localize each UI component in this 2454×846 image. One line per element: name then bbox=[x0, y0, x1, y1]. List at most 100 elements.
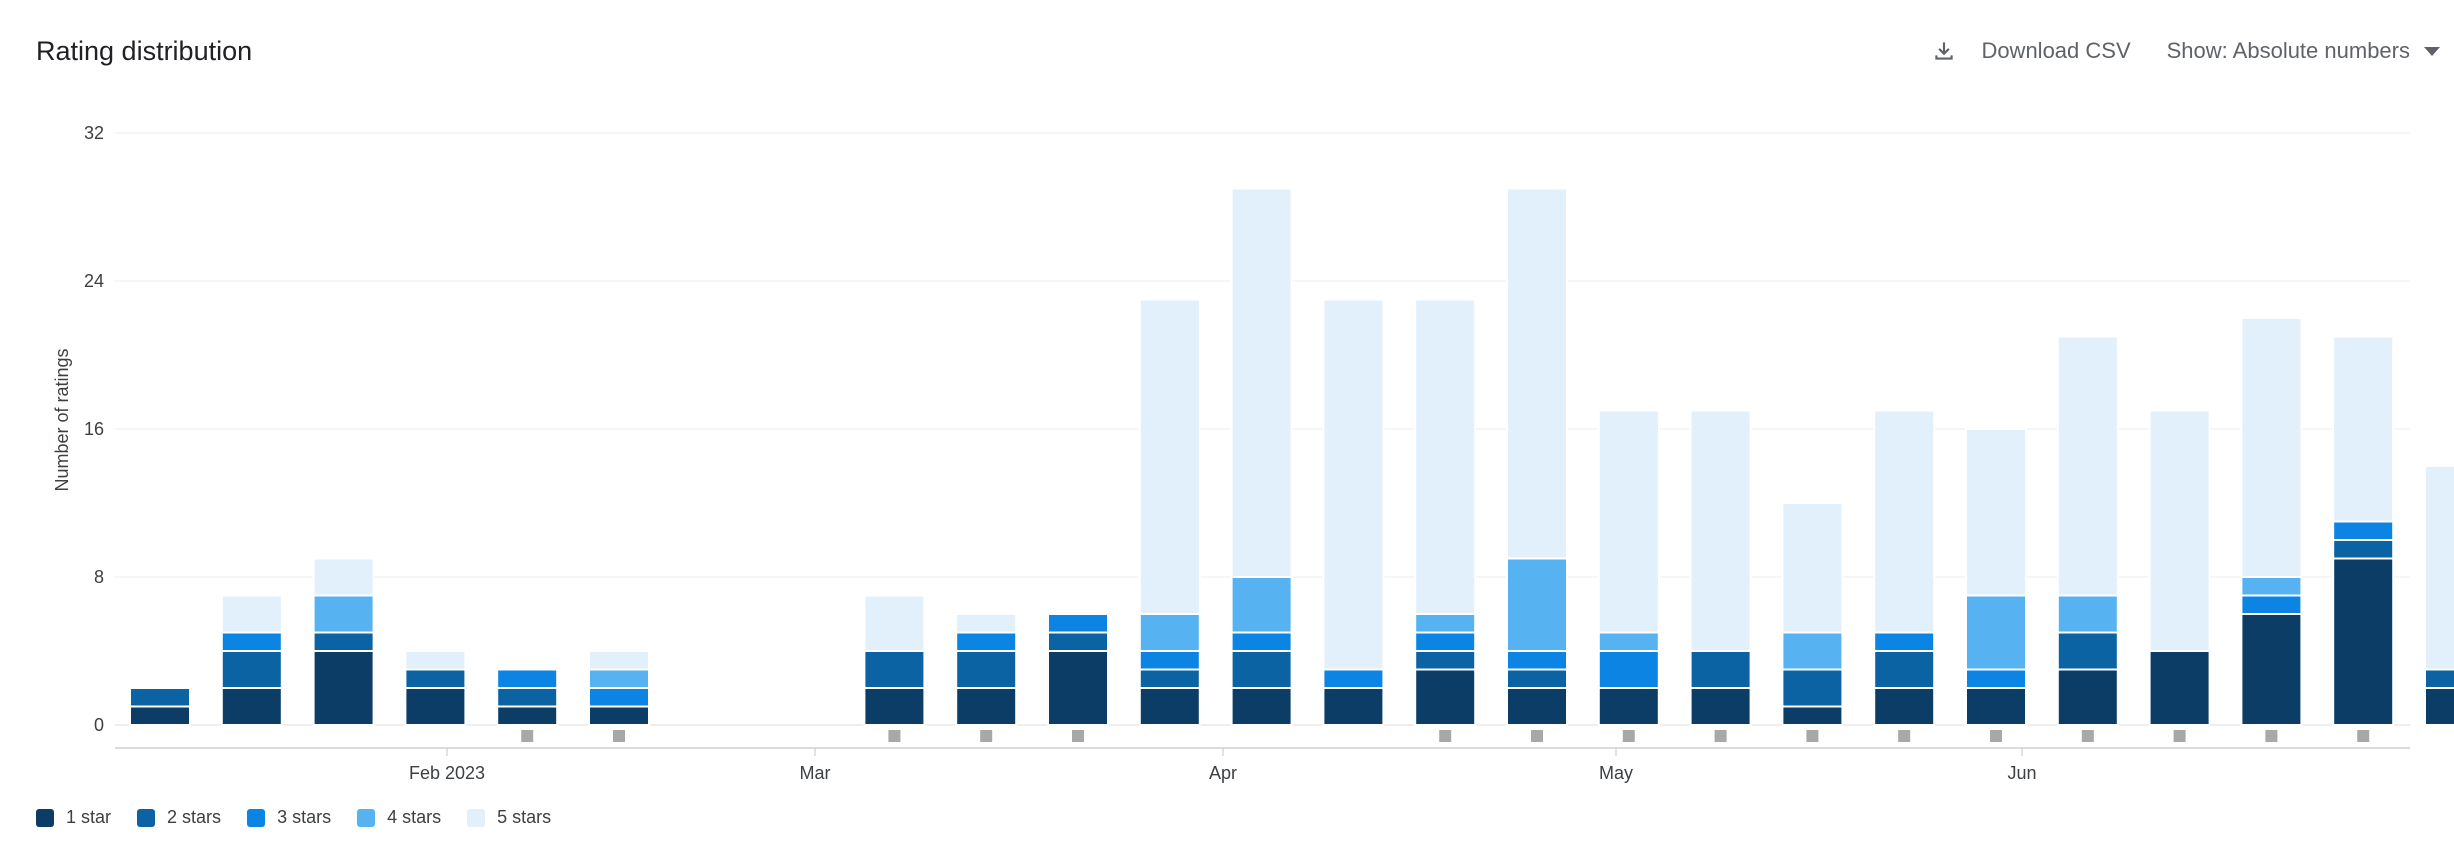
release-marker[interactable] bbox=[521, 730, 534, 742]
bar-segment[interactable] bbox=[1506, 187, 1568, 560]
legend-item-5-stars[interactable]: 5 stars bbox=[467, 807, 551, 828]
release-marker[interactable] bbox=[2173, 730, 2186, 742]
bar-segment[interactable] bbox=[1965, 687, 2027, 726]
bar-segment[interactable] bbox=[1230, 631, 1293, 652]
release-marker[interactable] bbox=[1990, 730, 2002, 742]
bar-segment[interactable] bbox=[863, 687, 926, 726]
bar-segment[interactable] bbox=[2332, 539, 2395, 560]
legend-item-4-stars[interactable]: 4 stars bbox=[357, 807, 441, 828]
bar-segment[interactable] bbox=[1781, 705, 1844, 726]
bar-segment[interactable] bbox=[312, 557, 375, 597]
bar-segment[interactable] bbox=[1138, 687, 1201, 726]
bar-segment[interactable] bbox=[1506, 687, 1568, 726]
legend-item-1-star[interactable]: 1 star bbox=[36, 807, 111, 828]
bar-segment[interactable] bbox=[1414, 298, 1477, 615]
bar-segment[interactable] bbox=[1873, 650, 1936, 689]
bar-segment[interactable] bbox=[588, 687, 650, 708]
bar-segment[interactable] bbox=[404, 668, 467, 689]
bar-segment[interactable] bbox=[1414, 650, 1477, 671]
bar-segment[interactable] bbox=[129, 687, 191, 708]
bar-segment[interactable] bbox=[1965, 594, 2027, 671]
release-marker[interactable] bbox=[1072, 730, 1084, 742]
show-mode-select[interactable]: Show: Absolute numbers bbox=[2167, 38, 2446, 64]
bar-segment[interactable] bbox=[1230, 650, 1293, 689]
bar-segment[interactable] bbox=[2240, 576, 2303, 597]
bar-segment[interactable] bbox=[1873, 409, 1936, 634]
bar-segment[interactable] bbox=[2332, 557, 2395, 726]
bar-segment[interactable] bbox=[404, 687, 467, 726]
bar-segment[interactable] bbox=[312, 631, 375, 652]
bar-segment[interactable] bbox=[1873, 631, 1936, 652]
bar-segment[interactable] bbox=[1689, 409, 1752, 652]
bar-segment[interactable] bbox=[955, 687, 1018, 726]
bar-segment[interactable] bbox=[1138, 650, 1201, 671]
bar-segment[interactable] bbox=[1689, 687, 1752, 726]
bar-segment[interactable] bbox=[129, 705, 191, 726]
bar-segment[interactable] bbox=[1781, 668, 1844, 708]
bar-segment[interactable] bbox=[220, 594, 283, 634]
bar-segment[interactable] bbox=[863, 650, 926, 689]
release-marker[interactable] bbox=[980, 730, 993, 742]
download-csv-button[interactable]: Download CSV bbox=[1931, 38, 2131, 64]
bar-segment[interactable] bbox=[1597, 650, 1660, 689]
bar-segment[interactable] bbox=[1506, 557, 1568, 652]
release-marker[interactable] bbox=[1714, 730, 1727, 742]
bar-segment[interactable] bbox=[496, 687, 559, 708]
bar-segment[interactable] bbox=[955, 631, 1018, 652]
bar-segment[interactable] bbox=[2240, 317, 2303, 578]
bar-segment[interactable] bbox=[1138, 613, 1201, 652]
bar-segment[interactable] bbox=[1138, 298, 1201, 615]
bar-segment[interactable] bbox=[2332, 520, 2395, 541]
bar-segment[interactable] bbox=[1965, 428, 2027, 597]
bar-segment[interactable] bbox=[2148, 650, 2211, 726]
bar-segment[interactable] bbox=[1230, 687, 1293, 726]
bar-segment[interactable] bbox=[1597, 409, 1660, 634]
release-marker[interactable] bbox=[613, 730, 625, 742]
release-marker[interactable] bbox=[1439, 730, 1452, 742]
bar-segment[interactable] bbox=[955, 613, 1018, 634]
bar-segment[interactable] bbox=[496, 668, 559, 689]
bar-segment[interactable] bbox=[1689, 650, 1752, 689]
bar-segment[interactable] bbox=[2148, 409, 2211, 652]
legend-item-3-stars[interactable]: 3 stars bbox=[247, 807, 331, 828]
bar-segment[interactable] bbox=[1322, 687, 1385, 726]
bar-segment[interactable] bbox=[496, 705, 559, 726]
bar-segment[interactable] bbox=[1230, 187, 1293, 578]
bar-segment[interactable] bbox=[2240, 594, 2303, 615]
bar-segment[interactable] bbox=[863, 594, 926, 652]
bar-segment[interactable] bbox=[404, 650, 467, 671]
release-marker[interactable] bbox=[1898, 730, 1911, 742]
bar-segment[interactable] bbox=[2240, 613, 2303, 726]
release-marker[interactable] bbox=[2081, 730, 2094, 742]
bar-segment[interactable] bbox=[2424, 668, 2454, 689]
bar-segment[interactable] bbox=[588, 705, 650, 726]
bar-segment[interactable] bbox=[2056, 631, 2119, 671]
bar-segment[interactable] bbox=[2424, 687, 2454, 726]
bar-segment[interactable] bbox=[312, 650, 375, 726]
bar-segment[interactable] bbox=[220, 650, 283, 689]
bar-segment[interactable] bbox=[312, 594, 375, 634]
release-marker[interactable] bbox=[2265, 730, 2278, 742]
bar-segment[interactable] bbox=[1138, 668, 1201, 689]
bar-segment[interactable] bbox=[2056, 335, 2119, 597]
bar-segment[interactable] bbox=[1047, 631, 1109, 652]
bar-segment[interactable] bbox=[1781, 631, 1844, 671]
bar-segment[interactable] bbox=[1597, 687, 1660, 726]
bar-segment[interactable] bbox=[2056, 668, 2119, 726]
bar-segment[interactable] bbox=[220, 687, 283, 726]
bar-segment[interactable] bbox=[1047, 650, 1109, 726]
bar-segment[interactable] bbox=[1047, 613, 1109, 634]
bar-segment[interactable] bbox=[1414, 668, 1477, 726]
bar-segment[interactable] bbox=[1414, 631, 1477, 652]
bar-segment[interactable] bbox=[1873, 687, 1936, 726]
bar-segment[interactable] bbox=[1322, 298, 1385, 671]
bar-segment[interactable] bbox=[955, 650, 1018, 689]
bar-segment[interactable] bbox=[220, 631, 283, 652]
bar-segment[interactable] bbox=[2424, 465, 2454, 671]
bar-segment[interactable] bbox=[1322, 668, 1385, 689]
bar-segment[interactable] bbox=[588, 650, 650, 671]
legend-item-2-stars[interactable]: 2 stars bbox=[137, 807, 221, 828]
bar-segment[interactable] bbox=[1597, 631, 1660, 652]
release-marker[interactable] bbox=[2357, 730, 2370, 742]
bar-segment[interactable] bbox=[1781, 502, 1844, 634]
